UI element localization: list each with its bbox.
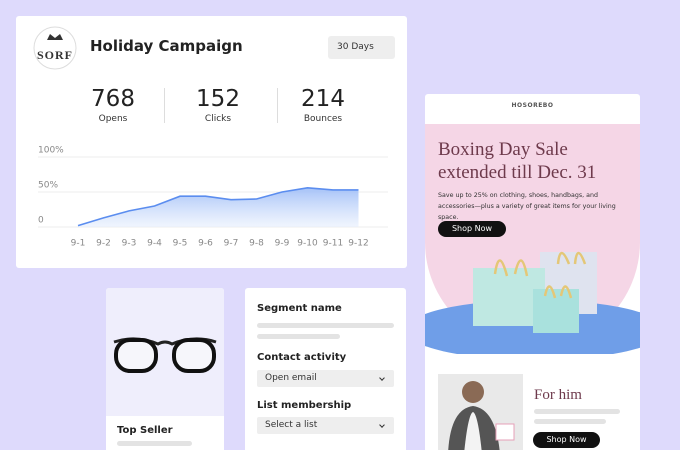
- field-label: Segment name: [257, 303, 342, 314]
- logo: SORF: [33, 26, 77, 70]
- x-tick-label: 9-12: [348, 239, 368, 249]
- glasses: [113, 337, 217, 373]
- x-tick-label: 9-11: [323, 239, 343, 249]
- area-fill: [78, 187, 359, 227]
- x-tick-label: 9-2: [96, 239, 111, 249]
- logo-text: SORF: [37, 48, 73, 62]
- range-text: 30 Days: [337, 42, 374, 52]
- x-tick-label: 9-1: [71, 239, 86, 249]
- segment-card: Segment name Contact activity Open email…: [245, 288, 406, 450]
- x-tick-label: 9-6: [198, 239, 213, 249]
- headline-line: extended till Dec. 31: [438, 162, 597, 183]
- range-dropdown[interactable]: 30 Days: [328, 36, 395, 59]
- y-tick-label: 100%: [38, 146, 64, 156]
- cta-button[interactable]: Shop Now: [438, 221, 506, 237]
- stat-label: Clicks: [204, 114, 232, 124]
- field-label: Contact activity: [257, 352, 347, 363]
- brand: HOSOREBO: [511, 102, 554, 109]
- x-tick-label: 9-5: [173, 239, 188, 249]
- divider: [164, 88, 165, 123]
- line: [77, 186, 359, 227]
- x-tick-label: 9-7: [224, 239, 239, 249]
- stat-value: 214: [301, 86, 345, 112]
- x-tick-label: 9-9: [275, 239, 290, 249]
- stat-value: 768: [91, 86, 135, 112]
- stat-value: 152: [196, 86, 240, 112]
- placeholder: [257, 323, 394, 328]
- headline: Boxing Day Sale extended till Dec. 31: [438, 138, 596, 184]
- placeholder: [534, 419, 606, 424]
- feature-button[interactable]: Shop Now: [533, 432, 600, 448]
- y-tick-label: 50%: [38, 181, 58, 191]
- y-tick-label: 0: [38, 216, 44, 226]
- badge: Top Seller: [117, 425, 173, 436]
- x-tick-label: 9-4: [147, 239, 162, 249]
- divider: [277, 88, 278, 123]
- body: Save up to 25% on clothing, shoes, handb…: [438, 192, 616, 221]
- email-card: HOSOREBO Boxing Day Sale extended till D…: [425, 94, 640, 450]
- x-tick-label: 9-10: [297, 239, 318, 249]
- select[interactable]: Open email: [257, 370, 394, 387]
- field-label: List membership: [257, 400, 352, 411]
- feature-title: For him: [534, 387, 582, 403]
- x-tick-label: 9-8: [249, 239, 264, 249]
- x-tick-label: 9-3: [122, 239, 137, 249]
- placeholder: [534, 409, 620, 414]
- feature-image: [438, 374, 523, 450]
- chart: 100% 50% 0 9-1 9-2 9-3 9-4 9-5 9-6 9-7 9-8 9-9 9-10 9…: [38, 146, 388, 249]
- campaign-title: Holiday Campaign: [90, 37, 243, 55]
- placeholder: [257, 334, 340, 339]
- product-card: Top Seller: [106, 288, 224, 450]
- headline-line: Boxing Day Sale: [438, 139, 568, 160]
- stat-label: Bounces: [303, 114, 343, 124]
- bags: [425, 251, 640, 354]
- placeholder: [117, 441, 192, 446]
- stat-label: Opens: [98, 114, 128, 124]
- select[interactable]: Select a list: [257, 417, 394, 434]
